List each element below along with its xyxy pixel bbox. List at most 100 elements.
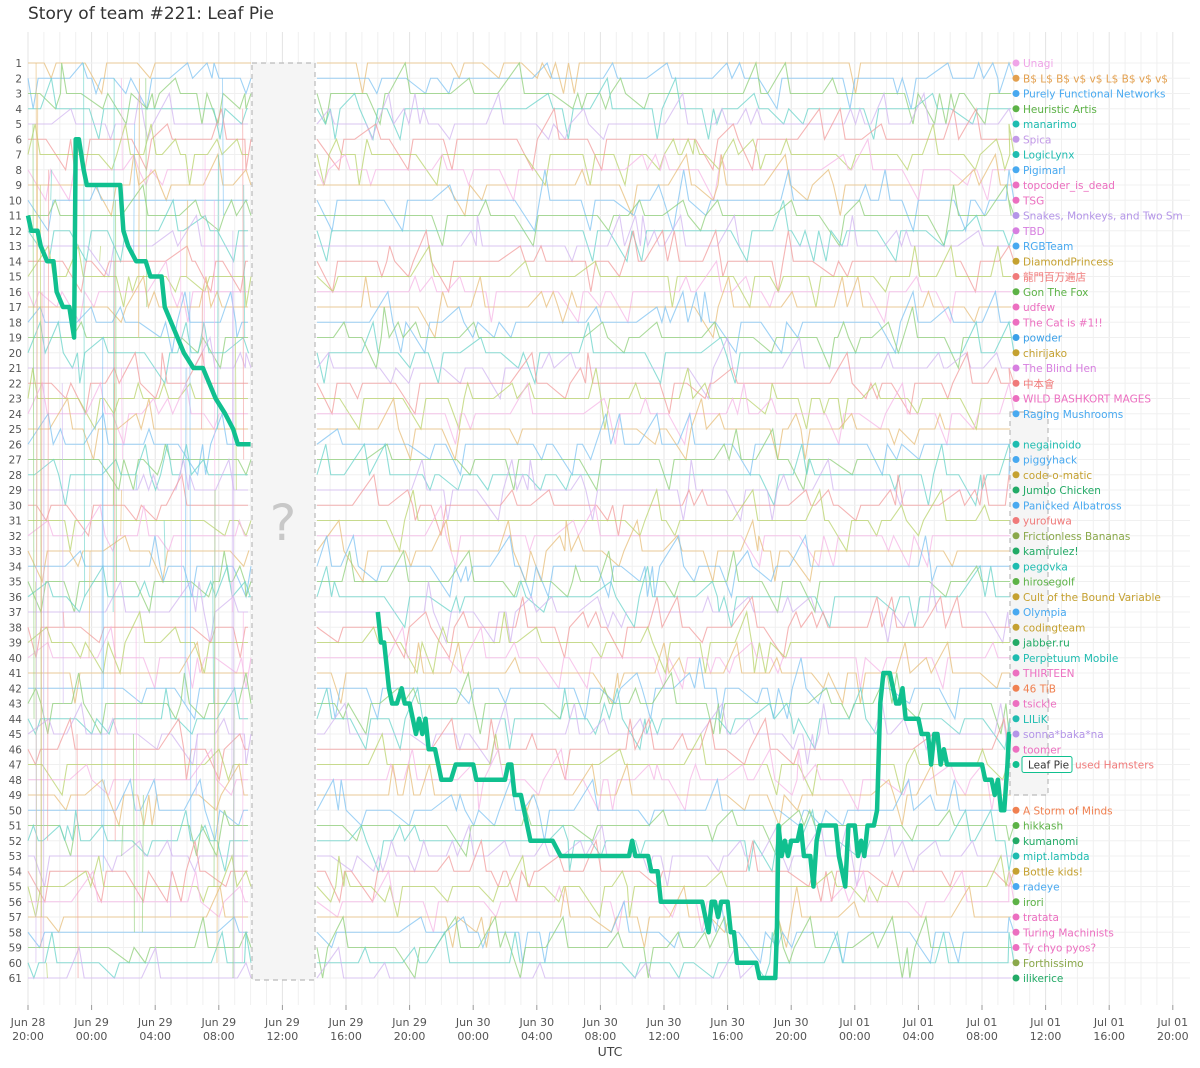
- team-marker: [1012, 440, 1020, 448]
- rank-label: 11: [9, 211, 22, 223]
- background-team-line: [316, 945, 1011, 980]
- background-team-line: [28, 62, 251, 96]
- x-tick-date: Jun 30: [709, 1016, 745, 1029]
- background-team-line: [316, 869, 1015, 933]
- team-label: mipt.lambda: [1023, 851, 1090, 863]
- background-team-line: [133, 123, 136, 262]
- x-tick-time: 04:00: [139, 1030, 171, 1043]
- rank-label: 32: [9, 531, 22, 543]
- background-team-line: [99, 245, 102, 262]
- team-marker: [1012, 974, 1020, 982]
- rank-label: 6: [15, 134, 22, 146]
- team-marker: [1012, 959, 1020, 967]
- background-team-line: [221, 78, 224, 216]
- highlight-line-segment: [375, 611, 1012, 981]
- team-label: THIRTEEN: [1022, 668, 1074, 680]
- rank-label: 24: [9, 409, 23, 421]
- team-marker: [1012, 364, 1020, 372]
- background-team-line: [316, 594, 1011, 660]
- background-team-line: [27, 367, 248, 431]
- background-team-line: [234, 337, 237, 491]
- rank-label: 41: [9, 668, 22, 680]
- team-marker: [1012, 395, 1020, 402]
- x-tick-date: Jul 01: [1156, 1016, 1188, 1029]
- background-team-line: [317, 838, 1015, 904]
- background-team-line: [27, 61, 252, 111]
- background-team-line: [317, 884, 1011, 948]
- team-label: B$ L$ B$ v$ v$ L$ B$ v$ v$: [1023, 73, 1168, 85]
- background-team-line: [317, 183, 1015, 248]
- background-team-line: [230, 581, 233, 613]
- rank-label: 4: [15, 104, 22, 116]
- background-team-line: [189, 291, 192, 841]
- background-team-line: [47, 169, 50, 841]
- team-marker: [1012, 578, 1020, 585]
- x-tick-date: Jul 01: [966, 1016, 998, 1029]
- team-marker: [1012, 822, 1020, 829]
- rank-label: 13: [9, 241, 22, 253]
- background-team-line: [76, 733, 79, 979]
- rank-label: 27: [9, 455, 22, 467]
- background-team-line: [28, 78, 248, 140]
- x-tick-date: Jun 30: [582, 1016, 618, 1029]
- team-marker: [1012, 730, 1020, 738]
- rank-label: 1: [15, 58, 22, 70]
- rank-label: 42: [9, 683, 22, 695]
- team-label: radeye: [1023, 882, 1060, 894]
- team-marker: [1012, 562, 1020, 570]
- background-team-line: [120, 78, 123, 170]
- rank-label: 33: [9, 546, 22, 558]
- background-team-line: [317, 609, 1011, 676]
- background-team-line: [316, 854, 1015, 919]
- gap-box: [251, 62, 316, 981]
- team-marker: [1012, 700, 1020, 707]
- team-marker: [1012, 288, 1020, 296]
- rank-label: 48: [9, 775, 22, 787]
- background-team-line: [317, 367, 1011, 432]
- background-team-line: [316, 228, 1015, 294]
- team-label: Ty chyo pyos?: [1022, 943, 1096, 955]
- team-marker: [1012, 242, 1020, 250]
- x-tick-time: 16:00: [712, 1030, 744, 1043]
- x-tick-time: 20:00: [775, 1030, 807, 1043]
- team-marker: [1012, 715, 1020, 723]
- background-team-line: [27, 701, 252, 766]
- team-marker: [1012, 151, 1020, 158]
- background-team-line: [28, 748, 248, 797]
- x-tick-date: Jun 30: [773, 1016, 809, 1029]
- team-label: piggyhack: [1023, 455, 1078, 467]
- background-team-line: [27, 564, 251, 614]
- x-tick-time: 20:00: [1157, 1030, 1189, 1043]
- background-team-line: [28, 687, 248, 721]
- background-team-line: [132, 733, 135, 933]
- background-team-line: [113, 261, 116, 841]
- team-label: TBD: [1022, 226, 1045, 238]
- background-team-line: [317, 762, 1011, 828]
- background-team-line: [135, 474, 138, 491]
- x-tick-date: Jun 30: [518, 1016, 554, 1029]
- team-marker: [1012, 196, 1020, 204]
- background-team-line: [317, 581, 1015, 645]
- background-team-line: [28, 91, 248, 142]
- background-team-line: [83, 62, 86, 597]
- rank-label: 26: [9, 439, 23, 451]
- team-marker: [1012, 349, 1020, 357]
- background-team-line: [112, 78, 115, 613]
- team-label: hirosegolf: [1023, 577, 1075, 589]
- x-tick-time: 00:00: [457, 1030, 489, 1043]
- background-team-line: [316, 350, 1015, 416]
- rank-label: 59: [9, 943, 22, 955]
- background-team-line: [316, 169, 1015, 233]
- team-label: Cult of the Bound Variable: [1023, 592, 1161, 604]
- rank-label: 35: [9, 577, 22, 589]
- rank-label: 57: [9, 912, 22, 924]
- background-team-line: [27, 503, 248, 553]
- team-label: powder: [1023, 333, 1063, 345]
- background-team-line: [27, 853, 252, 918]
- rank-label: 56: [9, 897, 23, 909]
- x-tick-time: 12:00: [1030, 1030, 1062, 1043]
- background-team-line: [28, 444, 252, 492]
- background-team-line: [27, 381, 248, 447]
- team-label-highlight: Leaf Pie: [1028, 760, 1069, 772]
- team-label: Purely Functional Networks: [1023, 89, 1165, 101]
